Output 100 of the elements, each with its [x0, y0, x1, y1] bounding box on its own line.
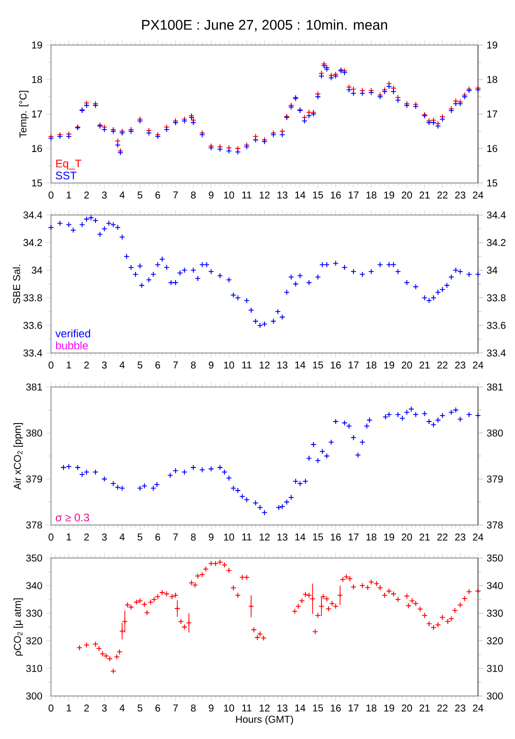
x-tick-label: 5: [138, 192, 142, 199]
y-tick-label: 34.2: [23, 239, 42, 246]
x-tick-label: 8: [190, 192, 196, 199]
x-tick-label: 19: [384, 704, 394, 712]
x-tick-label: 13: [278, 362, 288, 369]
x-tick-label: 1: [66, 534, 72, 540]
x-tick-label: 16: [330, 362, 341, 369]
legend-label: bubble: [56, 341, 88, 350]
x-tick-label: 8: [190, 362, 196, 369]
x-tick-label: 5: [138, 704, 142, 712]
y-axis-title: SBE Sal.: [12, 264, 20, 304]
x-tick-label: 7: [173, 534, 178, 540]
x-tick-label: 4: [120, 192, 125, 198]
x-tick-label: 4: [120, 534, 125, 540]
y-tick-label: 378: [26, 521, 42, 529]
x-tick-label: 15: [313, 192, 324, 199]
chart-title: PX100E : June 27, 2005 : 10min. mean: [142, 20, 388, 32]
y-tick-label: 320: [26, 637, 42, 644]
x-tick-label: 19: [384, 534, 394, 541]
y-tick-label: 381: [26, 383, 42, 391]
y-tick-label: 380: [26, 429, 42, 437]
x-tick-label: 13: [278, 704, 288, 712]
x-tick-label: 10: [224, 362, 234, 369]
x-tick-label: 15: [313, 534, 324, 540]
y2-tick-label: 33.4: [486, 349, 506, 357]
y2-tick-label: 15: [487, 180, 498, 186]
y-tick-label: 340: [26, 582, 42, 590]
x-tick-label: 22: [437, 192, 448, 199]
x-tick-label: 10: [224, 704, 234, 712]
x-tick-label: 14: [295, 192, 306, 198]
y2-tick-label: 320: [486, 637, 503, 644]
y-axis-title: ρCO$_{2}$ [µ atm]: [14, 598, 23, 656]
x-tick-label: 1: [66, 192, 72, 198]
y2-tick-label: 379: [486, 475, 503, 483]
x-tick-label: 15: [313, 362, 324, 369]
x-tick-label: 17: [348, 704, 359, 712]
x-tick-label: 20: [402, 192, 412, 199]
x-tick-label: 18: [366, 362, 376, 369]
y2-tick-label: 19: [487, 41, 498, 49]
x-tick-label: 1: [66, 362, 72, 368]
y-tick-label: 330: [26, 610, 42, 617]
y2-tick-label: 34.4: [486, 211, 506, 219]
y-tick-label: 379: [26, 475, 42, 483]
x-tick-label: 14: [295, 534, 306, 540]
y2-tick-label: 33.8: [486, 294, 506, 302]
x-tick-label: 13: [278, 192, 288, 199]
x-tick-label: 9: [208, 192, 214, 199]
y2-tick-label: 378: [486, 521, 503, 529]
y-tick-label: 310: [26, 664, 42, 672]
y2-tick-label: 330: [486, 610, 503, 617]
x-tick-label: 1: [66, 704, 72, 712]
x-tick-label: 0: [48, 534, 54, 541]
x-tick-label: 18: [366, 192, 376, 199]
x-tick-label: 20: [402, 362, 412, 369]
x-tick-label: 18: [366, 534, 376, 541]
x-tick-label: 2: [84, 534, 89, 541]
x-tick-label: 12: [260, 534, 270, 541]
y-tick-label: 33.8: [23, 294, 42, 302]
y2-tick-label: 17: [487, 110, 498, 118]
x-tick-label: 12: [260, 362, 270, 369]
y-tick-label: 18: [32, 76, 42, 84]
x-tick-label: 9: [208, 362, 214, 369]
x-tick-label: 7: [173, 704, 178, 712]
y2-tick-label: 33.6: [486, 322, 506, 329]
y2-tick-label: 300: [486, 692, 503, 700]
x-tick-label: 0: [48, 192, 54, 199]
x-tick-label: 12: [260, 192, 270, 199]
x-tick-label: 22: [437, 704, 448, 712]
y-tick-label: 33.6: [23, 322, 42, 329]
x-tick-label: 7: [173, 192, 178, 198]
x-tick-label: 23: [455, 534, 466, 541]
x-tick-label: 3: [102, 192, 107, 199]
x-tick-label: 16: [330, 192, 341, 199]
x-tick-label: 9: [208, 534, 214, 541]
x-tick-label: 6: [155, 192, 160, 199]
y-tick-label: 33.4: [23, 349, 42, 357]
y-axis-title: Air xCO$_{2}$ [ppm]: [14, 423, 23, 490]
x-tick-label: 21: [420, 362, 430, 369]
x-tick-label: 4: [120, 362, 125, 368]
x-tick-label: 2: [84, 192, 89, 199]
x-tick-label: 24: [472, 362, 484, 369]
y-tick-label: 34: [32, 266, 42, 274]
x-tick-label: 3: [102, 534, 107, 541]
x-tick-label: 24: [472, 192, 484, 199]
x-tick-label: 3: [102, 362, 107, 369]
text: SST: [56, 172, 76, 180]
x-tick-label: 22: [437, 534, 448, 541]
x-tick-label: 21: [420, 704, 430, 712]
y-tick-label: 17: [32, 110, 42, 118]
x-tick-label: 14: [295, 362, 306, 368]
y-tick-label: 350: [26, 554, 42, 562]
x-tick-label: 14: [295, 704, 306, 712]
x-tick-label: 23: [455, 192, 466, 199]
x-tick-label: 19: [384, 362, 394, 369]
y2-tick-label: 340: [486, 582, 503, 590]
text: verified: [55, 329, 90, 338]
x-tick-label: 10: [224, 192, 234, 199]
x-tick-label: 13: [278, 534, 288, 541]
x-tick-label: 8: [190, 534, 196, 541]
y-tick-label: 15: [32, 180, 42, 186]
